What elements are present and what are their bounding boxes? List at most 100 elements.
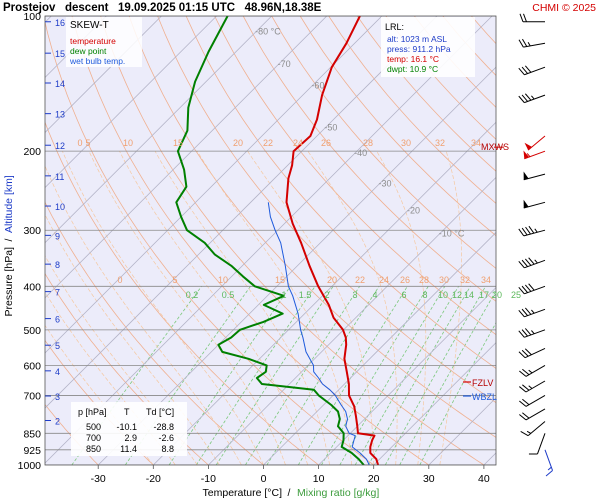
series-line-dew-point: [175, 16, 365, 465]
isotherm: [208, 176, 496, 465]
altitude-tick-label: 5: [55, 341, 60, 351]
wind-barb-staff: [524, 347, 546, 359]
wind-barb-full: [518, 351, 526, 359]
pressure-tick-label: 1000: [18, 460, 42, 472]
wind-barb-half: [528, 385, 533, 389]
dry-adiabat-label: 0: [77, 138, 82, 148]
wind-barb-staff: [527, 135, 546, 151]
levels-table: p [hPa] T Td [°C] 500 -10.1 -28.8 700 2.…: [71, 402, 187, 456]
mixing-ratio-label: 20: [492, 290, 502, 300]
mixing-ratio-label: 0.2: [186, 290, 199, 300]
temperature-tick-label: 40: [478, 473, 490, 485]
dry-adiabat: [299, 16, 496, 237]
label-layer: 2345678910111213141516100200300400500600…: [18, 11, 521, 485]
wind-barb-full: [524, 307, 532, 315]
isotherm-label: -70: [278, 59, 291, 69]
legend-item-dew-point: dew point: [70, 46, 107, 56]
wind-barb-full: [519, 386, 527, 393]
temperature-tick-label: 20: [368, 473, 380, 485]
altitude-tick-label: 7: [55, 288, 60, 298]
wind-barb-full: [518, 330, 525, 338]
wind-barb-full: [524, 348, 532, 356]
wind-barb-staff: [524, 308, 546, 318]
wind-barb-full: [518, 67, 525, 76]
pressure-tick-label: 200: [23, 146, 41, 158]
mixing-ratio-label: 3: [352, 290, 357, 300]
wind-barb-full: [524, 65, 532, 73]
mixing-ratio-label: 0.5: [222, 290, 235, 300]
mixing-ratio-label: 6: [401, 290, 406, 300]
fzlv-label: FZLV: [472, 378, 493, 388]
altitude-tick-label: 4: [55, 367, 60, 377]
wind-barb: [523, 150, 546, 160]
altitude-tick-label: 11: [55, 172, 64, 182]
isotherm-label: -40: [354, 148, 367, 158]
dry-adiabat: [214, 16, 496, 336]
altitude-tick-label: 2: [55, 417, 60, 427]
wind-barb-staff: [525, 364, 546, 377]
moist-adiabat-label: 24: [379, 275, 389, 285]
dry-adiabat: [185, 16, 496, 369]
lrl-temperature: temp: 16.1 °C: [387, 54, 439, 64]
isotherm-label: -30: [378, 179, 391, 189]
legend-heading: SKEW-T: [70, 20, 109, 31]
moist-adiabat-label: 28: [419, 275, 429, 285]
wind-barb: [518, 225, 546, 237]
mixing-ratio-label: 1: [281, 290, 286, 300]
wind-barb-full: [528, 283, 535, 291]
wind-barb-full: [518, 39, 524, 48]
lrl-heading: LRL:: [385, 22, 404, 32]
dry-adiabat-label: 26: [321, 138, 331, 148]
isotherm: [97, 66, 496, 465]
isotherm: [45, 16, 272, 244]
plot-frame: [44, 15, 497, 466]
dry-adiabat-label: 20: [233, 138, 243, 148]
wind-barb-half: [547, 466, 552, 471]
mixing-ratio-label: 1.5: [299, 290, 312, 300]
wind-barb: [519, 380, 546, 393]
altitude-tick-label: 9: [55, 231, 60, 241]
wind-barb-full: [518, 228, 525, 237]
mixing-ratio-label: 2: [324, 290, 329, 300]
wind-barb-staff: [523, 42, 546, 48]
lrl-background: [381, 17, 475, 77]
isotherm-label: -10 °C: [439, 229, 465, 239]
altitude-tick-label: 6: [55, 315, 60, 325]
wind-barb-full: [521, 94, 528, 102]
wind-barb-full: [521, 259, 528, 267]
wind-barb-full: [522, 38, 528, 47]
wind-barb-staff: [524, 259, 546, 269]
wind-barb-pennant: [523, 199, 529, 208]
wind-barb-staff: [524, 94, 546, 104]
temperature-tick-label: -30: [91, 473, 106, 485]
dry-adiabat-label: 10: [123, 138, 133, 148]
wind-barb: [519, 394, 546, 407]
moist-adiabat-label: 15: [275, 275, 285, 285]
wbzl-label: WBZL: [472, 392, 497, 402]
wind-barb-staff: [527, 421, 546, 437]
wind-barb-half: [527, 41, 531, 47]
table-row-500-p: 500: [86, 422, 101, 432]
moist-adiabat-label: 34: [481, 275, 491, 285]
wind-barb-staff: [537, 433, 546, 455]
mixing-ratio-label: 14: [464, 290, 474, 300]
altitude-tick-label: 8: [55, 260, 60, 270]
table-row-500-td: -28.8: [153, 422, 174, 432]
isotherm: [45, 16, 328, 299]
dry-adiabat-label: 28: [363, 138, 373, 148]
wind-barb-full: [519, 13, 524, 22]
x-axis-title-separator: /: [288, 487, 291, 499]
isotherm-label: -60: [311, 80, 324, 90]
wind-barbs: [518, 13, 553, 477]
table-header-temp: T: [124, 407, 130, 417]
moist-adiabat-label: 20: [327, 275, 337, 285]
dry-adiabat-label: 5: [85, 138, 90, 148]
altitude-tick-label: 12: [55, 141, 65, 151]
wind-barb: [528, 433, 546, 455]
wind-barb-full: [545, 470, 553, 477]
y-axis-title-pressure: Pressure [hPa]: [3, 247, 15, 317]
pressure-tick-label: 400: [23, 281, 41, 293]
moist-adiabat-label: 22: [355, 275, 365, 285]
wind-barb-full: [521, 308, 528, 316]
wind-barb-staff: [525, 380, 546, 393]
